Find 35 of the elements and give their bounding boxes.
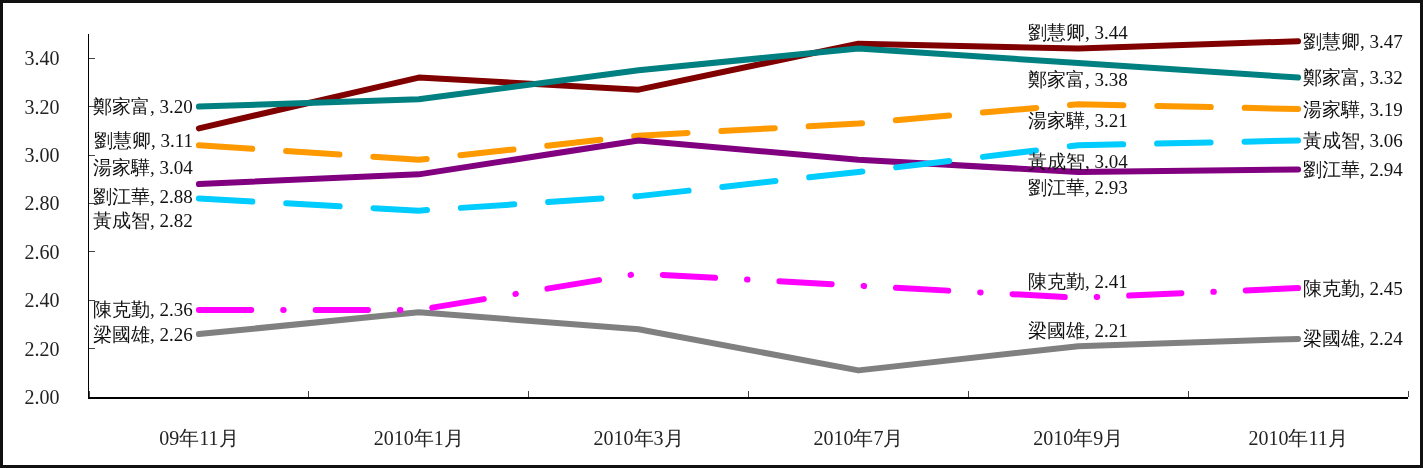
data-label: 黃成智, 2.82 <box>93 210 193 231</box>
y-tick-label: 2.80 <box>24 192 60 215</box>
y-tick-label: 3.20 <box>24 95 60 118</box>
data-label: 劉慧卿, 3.44 <box>1028 22 1129 43</box>
data-label: 鄭家富, 3.32 <box>1303 67 1403 88</box>
data-label: 黃成智, 3.04 <box>1028 151 1129 172</box>
y-tick-label: 2.40 <box>24 289 60 312</box>
y-tick-label: 2.20 <box>24 337 60 360</box>
data-label: 鄭家富, 3.38 <box>1028 69 1128 90</box>
y-tick-label: 2.60 <box>24 240 60 263</box>
x-tick-label: 09年11月 <box>159 426 239 449</box>
x-tick-label: 2010年3月 <box>593 426 684 449</box>
x-tick-label: 2010年1月 <box>373 426 464 449</box>
data-label: 陳克勤, 2.45 <box>1303 278 1403 299</box>
data-label: 陳克勤, 2.36 <box>93 299 193 320</box>
data-label: 劉江華, 2.88 <box>93 186 193 207</box>
data-label: 劉慧卿, 3.11 <box>94 130 194 151</box>
data-label: 湯家驊, 3.04 <box>93 157 194 178</box>
data-label: 劉江華, 2.93 <box>1028 177 1128 198</box>
data-label: 劉江華, 2.94 <box>1303 159 1404 180</box>
y-tick-label: 3.40 <box>24 47 60 70</box>
data-label: 鄭家富, 3.20 <box>93 96 193 117</box>
data-label: 梁國雄, 2.26 <box>93 324 193 345</box>
data-label: 梁國雄, 2.21 <box>1028 320 1128 341</box>
x-tick-label: 2010年11月 <box>1248 426 1348 449</box>
data-label: 梁國雄, 2.24 <box>1303 328 1404 349</box>
data-label: 陳克勤, 2.41 <box>1028 271 1128 292</box>
data-label: 黃成智, 3.06 <box>1303 130 1403 151</box>
data-label: 湯家驊, 3.21 <box>1028 110 1128 131</box>
x-tick-label: 2010年9月 <box>1033 426 1124 449</box>
x-tick-label: 2010年7月 <box>813 426 904 449</box>
data-label: 劉慧卿, 3.47 <box>1303 31 1403 52</box>
y-tick-label: 3.00 <box>24 144 60 166</box>
y-tick-label: 2.00 <box>24 386 60 408</box>
data-label: 湯家驊, 3.19 <box>1303 99 1403 120</box>
